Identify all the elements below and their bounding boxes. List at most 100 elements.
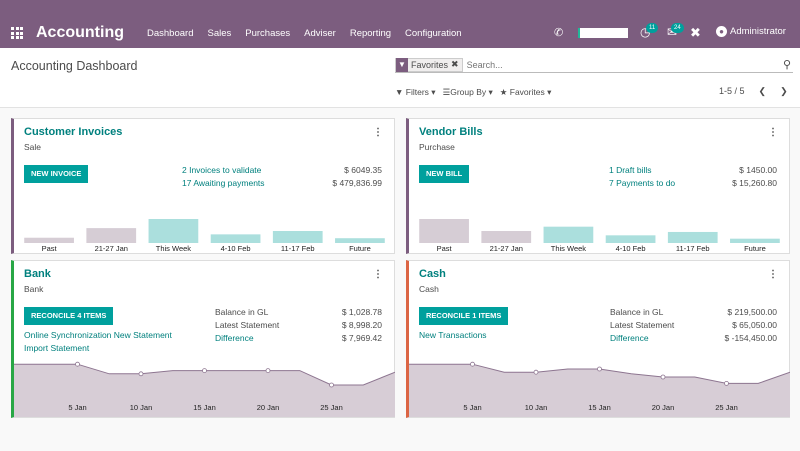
menu-purchases[interactable]: Purchases — [245, 28, 291, 39]
balance-gl-amount: $ 219,500.00 — [727, 307, 777, 317]
search-facet: ▼ Favorites ✖ — [395, 57, 463, 72]
data-point[interactable] — [724, 380, 729, 386]
menu-configuration[interactable]: Configuration — [405, 28, 462, 39]
more-options-icon[interactable]: ⋮ — [768, 127, 778, 138]
search-options: ▼ Filters ▾ ☰Group By ▾ ★ Favorites ▾ — [395, 87, 551, 98]
search-bar: ▼ Favorites ✖ ⚲ — [395, 57, 793, 73]
reconcile-items-button[interactable]: RECONCILE 4 ITEMS — [24, 307, 114, 325]
invoices-to-validate-amount: $ 6049.35 — [344, 165, 382, 175]
pager-previous-icon[interactable]: ❮ — [758, 86, 767, 96]
balance-gl-label: Balance in GL — [610, 307, 664, 317]
invoices-to-validate-link[interactable]: 2 Invoices to validate — [182, 165, 262, 175]
data-point[interactable] — [533, 369, 539, 375]
bank-balance-area-chart: 5 Jan 10 Jan 15 Jan 20 Jan 25 Jan — [14, 361, 395, 417]
group-by-dropdown[interactable]: ☰Group By ▾ — [442, 87, 493, 97]
apps-menu-icon[interactable] — [11, 27, 23, 39]
balance-gl-amount: $ 1,028.78 — [341, 307, 382, 317]
latest-statement-amount: $ 8,998.20 — [341, 320, 382, 330]
data-point[interactable] — [660, 374, 666, 380]
bar-11-17-feb[interactable] — [272, 231, 323, 243]
data-point[interactable] — [329, 382, 334, 388]
bar-tick-label: Past — [437, 244, 453, 253]
quick-search-input[interactable] — [578, 28, 628, 38]
difference-amount: $ 7,969.42 — [341, 333, 382, 343]
x-tick-label: 20 Jan — [652, 403, 675, 412]
user-menu[interactable]: ● Administrator — [716, 26, 786, 37]
search-input[interactable] — [466, 59, 767, 70]
x-tick-label: 10 Jan — [525, 403, 548, 412]
bar-past[interactable] — [419, 219, 469, 243]
phone-icon[interactable]: ✆ — [554, 27, 564, 39]
new-transactions-link[interactable]: New Transactions — [419, 330, 487, 340]
more-options-icon[interactable]: ⋮ — [373, 269, 383, 280]
cash-balance-area-chart: 5 Jan 10 Jan 15 Jan 20 Jan 25 Jan — [409, 361, 790, 417]
pager-next-icon[interactable]: ❯ — [780, 86, 788, 96]
difference-link[interactable]: Difference — [610, 333, 649, 343]
x-tick-label: 25 Jan — [320, 403, 343, 412]
menu-sales[interactable]: Sales — [207, 28, 232, 39]
bills-bar-chart: Past 21-27 Jan This Week 4-10 Feb 11-17 Feb F… — [419, 219, 780, 253]
data-point[interactable] — [597, 366, 602, 372]
search-icon[interactable]: ⚲ — [782, 59, 791, 71]
invoices-bar-chart: Past 21-27 Jan This Week 4-10 Feb 11-17 Feb F… — [24, 219, 385, 253]
bar-past[interactable] — [24, 237, 74, 243]
journal-title[interactable]: Bank — [24, 268, 51, 280]
menu-dashboard[interactable]: Dashboard — [147, 28, 194, 39]
filters-dropdown[interactable]: ▼ Filters ▾ — [395, 87, 436, 97]
latest-statement-label: Latest Statement — [215, 320, 280, 330]
close-icon[interactable]: ✖ — [690, 25, 701, 40]
bar-this-week[interactable] — [543, 226, 594, 243]
favorites-dropdown[interactable]: ★ Favorites ▾ — [499, 87, 552, 97]
bar-11-17-feb[interactable] — [667, 231, 718, 243]
import-statement-link[interactable]: Import Statement — [24, 343, 90, 353]
user-name: Administrator — [730, 26, 786, 37]
bar-tick-label: 21-27 Jan — [95, 244, 128, 253]
data-point[interactable] — [202, 368, 207, 374]
bar-21-27-jan[interactable] — [481, 231, 532, 243]
bar-future[interactable] — [730, 238, 780, 243]
filter-funnel-icon: ▼ — [396, 57, 408, 72]
bar-tick-label: Future — [349, 244, 371, 253]
activity-clock-icon[interactable]: ◷ — [640, 25, 651, 39]
more-options-icon[interactable]: ⋮ — [373, 127, 383, 138]
awaiting-payments-link[interactable]: 17 Awaiting payments — [182, 178, 265, 188]
bar-tick-label: 21-27 Jan — [490, 244, 523, 253]
message-count-badge: 24 — [671, 23, 684, 33]
bar-this-week[interactable] — [148, 219, 199, 243]
bar-21-27-jan[interactable] — [86, 228, 137, 243]
pager-value[interactable]: 1-5 / 5 — [719, 86, 745, 96]
journal-title[interactable]: Vendor Bills — [419, 126, 483, 138]
journal-title[interactable]: Cash — [419, 268, 446, 280]
bar-4-10-feb[interactable] — [605, 235, 656, 243]
bar-future[interactable] — [335, 238, 385, 243]
pager: 1-5 / 5 ❮ ❯ — [719, 86, 788, 97]
x-tick-label: 5 Jan — [463, 403, 481, 412]
app-title[interactable]: Accounting — [36, 24, 124, 41]
latest-statement-label: Latest Statement — [610, 320, 675, 330]
bar-tick-label: 4-10 Feb — [616, 244, 646, 253]
payments-to-do-link[interactable]: 7 Payments to do — [609, 178, 676, 188]
menu-reporting[interactable]: Reporting — [349, 28, 392, 39]
data-point[interactable] — [265, 368, 271, 374]
main-menu: Dashboard Sales Purchases Adviser Report… — [147, 28, 476, 39]
draft-bills-link[interactable]: 1 Draft bills — [609, 165, 652, 175]
data-point[interactable] — [138, 371, 144, 377]
journal-type: Purchase — [419, 142, 455, 152]
bar-4-10-feb[interactable] — [210, 234, 261, 243]
journal-card-cash: Cash Cash ⋮ RECONCILE 1 ITEMS New Transa… — [406, 260, 790, 418]
journal-type: Sale — [24, 142, 42, 152]
menu-adviser[interactable]: Adviser — [304, 28, 336, 39]
reconcile-items-button[interactable]: RECONCILE 1 ITEMS — [419, 307, 509, 325]
data-point[interactable] — [75, 361, 80, 367]
remove-facet-icon[interactable]: ✖ — [451, 59, 459, 69]
difference-link[interactable]: Difference — [215, 333, 254, 343]
data-point[interactable] — [470, 361, 475, 367]
more-options-icon[interactable]: ⋮ — [768, 269, 778, 280]
x-tick-label: 20 Jan — [257, 403, 280, 412]
new-invoice-button[interactable]: NEW INVOICE — [24, 165, 89, 183]
new-bill-button[interactable]: NEW BILL — [419, 165, 470, 183]
journal-title[interactable]: Customer Invoices — [24, 126, 123, 138]
online-sync-link[interactable]: Online Synchronization New Statement — [24, 330, 172, 340]
balance-gl-label: Balance in GL — [215, 307, 269, 317]
balance-area — [14, 364, 395, 417]
